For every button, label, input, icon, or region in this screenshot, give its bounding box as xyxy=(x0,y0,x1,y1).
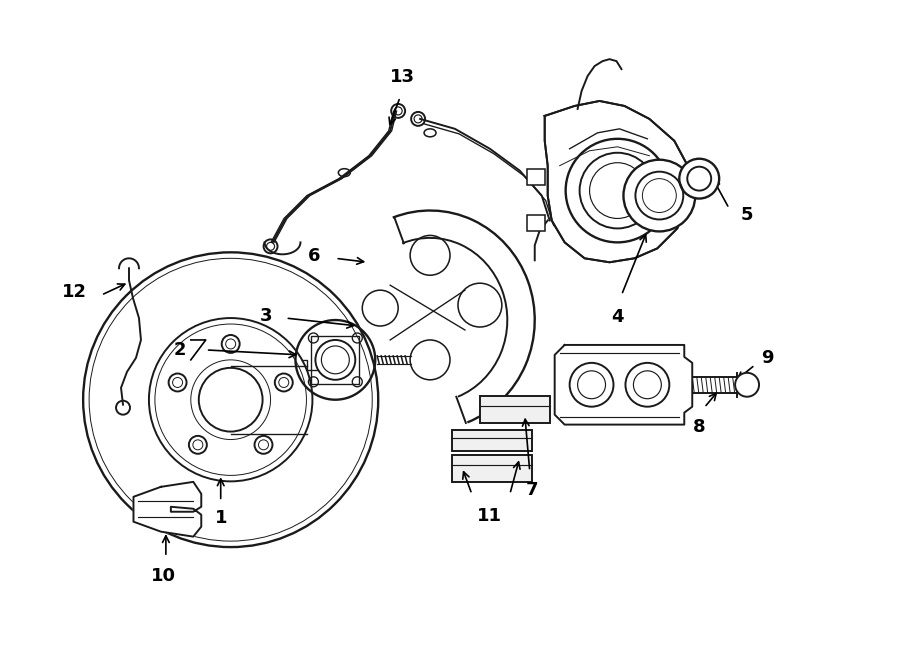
Text: 3: 3 xyxy=(260,307,273,325)
Polygon shape xyxy=(133,482,202,537)
Circle shape xyxy=(565,139,670,243)
Bar xyxy=(452,455,532,483)
Circle shape xyxy=(264,239,277,253)
Circle shape xyxy=(116,401,130,414)
Text: 12: 12 xyxy=(62,283,87,301)
Text: 2: 2 xyxy=(174,341,185,359)
Ellipse shape xyxy=(424,129,436,137)
Text: 7: 7 xyxy=(526,481,538,499)
Text: 5: 5 xyxy=(741,206,753,225)
Ellipse shape xyxy=(338,169,350,176)
Text: 4: 4 xyxy=(611,308,624,326)
Bar xyxy=(480,396,550,422)
Circle shape xyxy=(570,363,614,407)
Circle shape xyxy=(626,363,670,407)
Bar xyxy=(311,336,359,384)
Bar xyxy=(526,215,544,231)
Bar xyxy=(452,430,532,451)
Polygon shape xyxy=(544,101,689,262)
Polygon shape xyxy=(554,345,692,424)
Text: 9: 9 xyxy=(761,349,773,367)
Text: 13: 13 xyxy=(390,68,415,86)
Text: 8: 8 xyxy=(693,418,706,436)
Circle shape xyxy=(735,373,759,397)
Text: 10: 10 xyxy=(151,567,176,585)
Text: 1: 1 xyxy=(214,509,227,527)
Text: 11: 11 xyxy=(477,507,502,525)
Bar xyxy=(526,169,544,184)
Text: 6: 6 xyxy=(308,247,320,265)
Circle shape xyxy=(411,112,425,126)
Circle shape xyxy=(680,159,719,198)
Circle shape xyxy=(392,104,405,118)
Circle shape xyxy=(624,160,695,231)
